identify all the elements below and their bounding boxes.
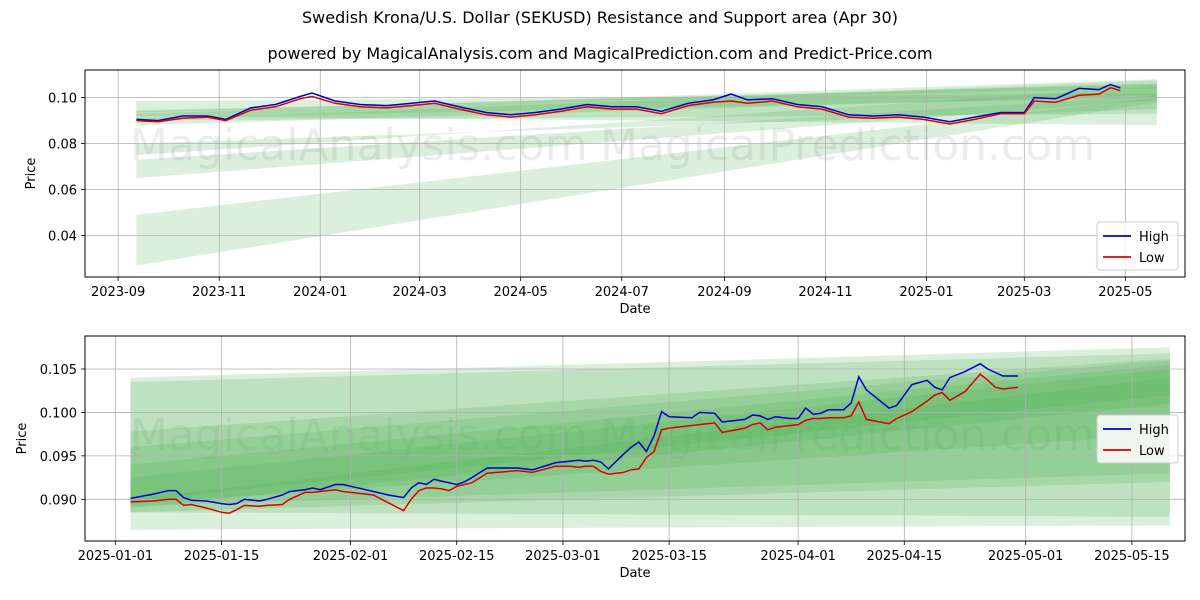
x-tick-label: 2025-04-01 <box>760 549 836 564</box>
legend-label-high: High <box>1139 230 1169 245</box>
sr-band <box>130 360 1170 508</box>
y-tick-label: 0.100 <box>40 406 77 421</box>
watermark-text: MagicalPrediction.com <box>600 120 1095 171</box>
sr-band <box>136 86 1157 156</box>
x-tick-label: 2024-05 <box>494 285 548 300</box>
x-axis-label: Date <box>619 302 650 317</box>
legend: High Low <box>1096 414 1179 464</box>
y-axis-label: Price <box>15 423 30 455</box>
legend-box <box>1096 221 1179 271</box>
chart-title: Swedish Krona/U.S. Dollar (SEKUSD) Resis… <box>302 8 898 27</box>
watermark-text: MagicalAnalysis.com <box>130 120 588 171</box>
x-tick-label: 2025-02-01 <box>313 549 389 564</box>
x-tick-label: 2025-04-15 <box>867 549 943 564</box>
sr-band <box>130 377 1170 507</box>
x-tick-label: 2025-03 <box>997 285 1051 300</box>
x-tick-label: 2023-11 <box>192 285 246 300</box>
y-tick-label: 0.04 <box>48 230 77 245</box>
sr-band <box>136 79 1157 126</box>
sr-band <box>130 347 1170 530</box>
series-group <box>130 362 1019 514</box>
x-tick-label: 2025-01-15 <box>184 549 260 564</box>
y-tick-label: 0.06 <box>48 184 77 199</box>
x-tick-label: 2025-05 <box>1098 285 1152 300</box>
sr-band <box>136 95 1157 179</box>
y-tick-label: 0.095 <box>40 450 77 465</box>
chart-subtitle: powered by MagicalAnalysis.com and Magic… <box>267 44 933 63</box>
watermark-text: MagicalPrediction.com <box>600 410 1095 461</box>
x-tick-label: 2024-07 <box>595 285 649 300</box>
y-tick-label: 0.090 <box>40 493 77 508</box>
legend-label-low: Low <box>1139 444 1165 459</box>
watermark-text: MagicalAnalysis.com <box>130 410 588 461</box>
series-group <box>136 83 1121 125</box>
plot-frame <box>84 69 1186 278</box>
x-tick-label: 2024-09 <box>697 285 751 300</box>
sr-bands <box>130 347 1170 530</box>
sr-band <box>136 83 1157 121</box>
series-line-low <box>136 86 1121 125</box>
x-tick-label: 2025-03-15 <box>631 549 707 564</box>
x-tick-label: 2025-01-01 <box>78 549 154 564</box>
y-tick-label: 0.08 <box>48 138 77 153</box>
sr-band <box>130 364 1170 504</box>
chart-panel-top: MagicalAnalysis.com MagicalPrediction.com… <box>24 69 1186 317</box>
x-tick-label: 2025-05-15 <box>1094 549 1170 564</box>
chart-panel-bottom: MagicalAnalysis.com MagicalPrediction.com… <box>15 335 1186 581</box>
x-tick-label: 2025-03-01 <box>525 549 601 564</box>
legend-label-low: Low <box>1139 251 1165 266</box>
y-tick-label: 0.10 <box>48 92 77 107</box>
x-axis-label: Date <box>619 566 650 581</box>
x-tick-label: 2025-02-15 <box>419 549 495 564</box>
series-line-low <box>130 373 1019 514</box>
x-tick-label: 2024-11 <box>798 285 852 300</box>
sr-band <box>130 358 1170 513</box>
x-tick-label: 2023-09 <box>91 285 145 300</box>
sr-band <box>130 353 1170 517</box>
y-tick-label: 0.105 <box>40 363 77 378</box>
sr-band <box>136 97 1157 266</box>
x-tick-label: 2024-01 <box>293 285 347 300</box>
series-line-high <box>136 83 1121 123</box>
legend-box <box>1096 414 1179 464</box>
plot-frame <box>84 335 1186 542</box>
legend: High Low <box>1096 221 1179 271</box>
sr-band <box>136 80 1157 121</box>
y-axis-label: Price <box>24 158 39 190</box>
sr-band <box>130 369 1170 502</box>
x-tick-label: 2025-01 <box>899 285 953 300</box>
x-tick-label: 2024-03 <box>392 285 446 300</box>
legend-label-high: High <box>1139 423 1169 438</box>
sr-bands <box>136 79 1157 266</box>
series-line-high <box>130 362 1019 506</box>
x-tick-label: 2025-05-01 <box>988 549 1064 564</box>
